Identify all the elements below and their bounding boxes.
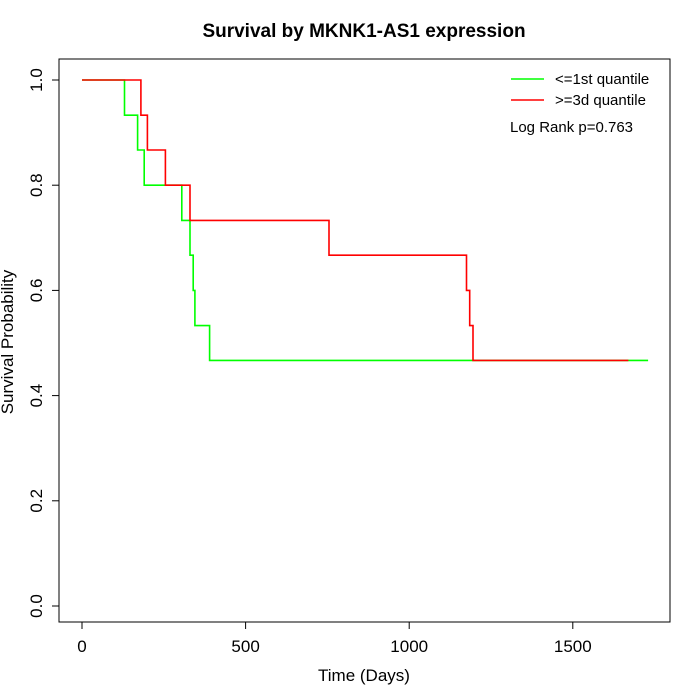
legend-label: <=1st quantile	[555, 71, 649, 88]
x-axis-label: Time (Days)	[318, 666, 410, 685]
y-tick-label: 0.2	[27, 489, 46, 513]
y-tick-label: 0.0	[27, 594, 46, 618]
y-axis-label: Survival Probability	[0, 269, 17, 414]
y-tick-label: 0.8	[27, 173, 46, 197]
x-tick-label: 1000	[390, 637, 428, 656]
y-tick-label: 0.4	[27, 384, 46, 408]
x-axis: 0 500 1000 1500	[77, 621, 592, 656]
x-tick-label: 0	[77, 637, 86, 656]
x-tick-label: 1500	[554, 637, 592, 656]
x-tick-label: 500	[231, 637, 259, 656]
chart-title: Survival by MKNK1-AS1 expression	[202, 21, 525, 42]
log-rank-annotation: Log Rank p=0.763	[510, 119, 633, 136]
y-tick-label: 1.0	[27, 68, 46, 92]
series-line-1	[82, 79, 649, 362]
y-tick-label: 0.6	[27, 279, 46, 303]
series-line-2	[82, 79, 629, 362]
y-axis: 0.0 0.2 0.4 0.6 0.8 1.0	[27, 68, 60, 618]
legend: <=1st quantile >=3d quantile	[511, 71, 649, 109]
legend-label: >=3d quantile	[555, 92, 646, 109]
survival-curves	[82, 79, 649, 362]
plot-frame	[58, 58, 671, 623]
